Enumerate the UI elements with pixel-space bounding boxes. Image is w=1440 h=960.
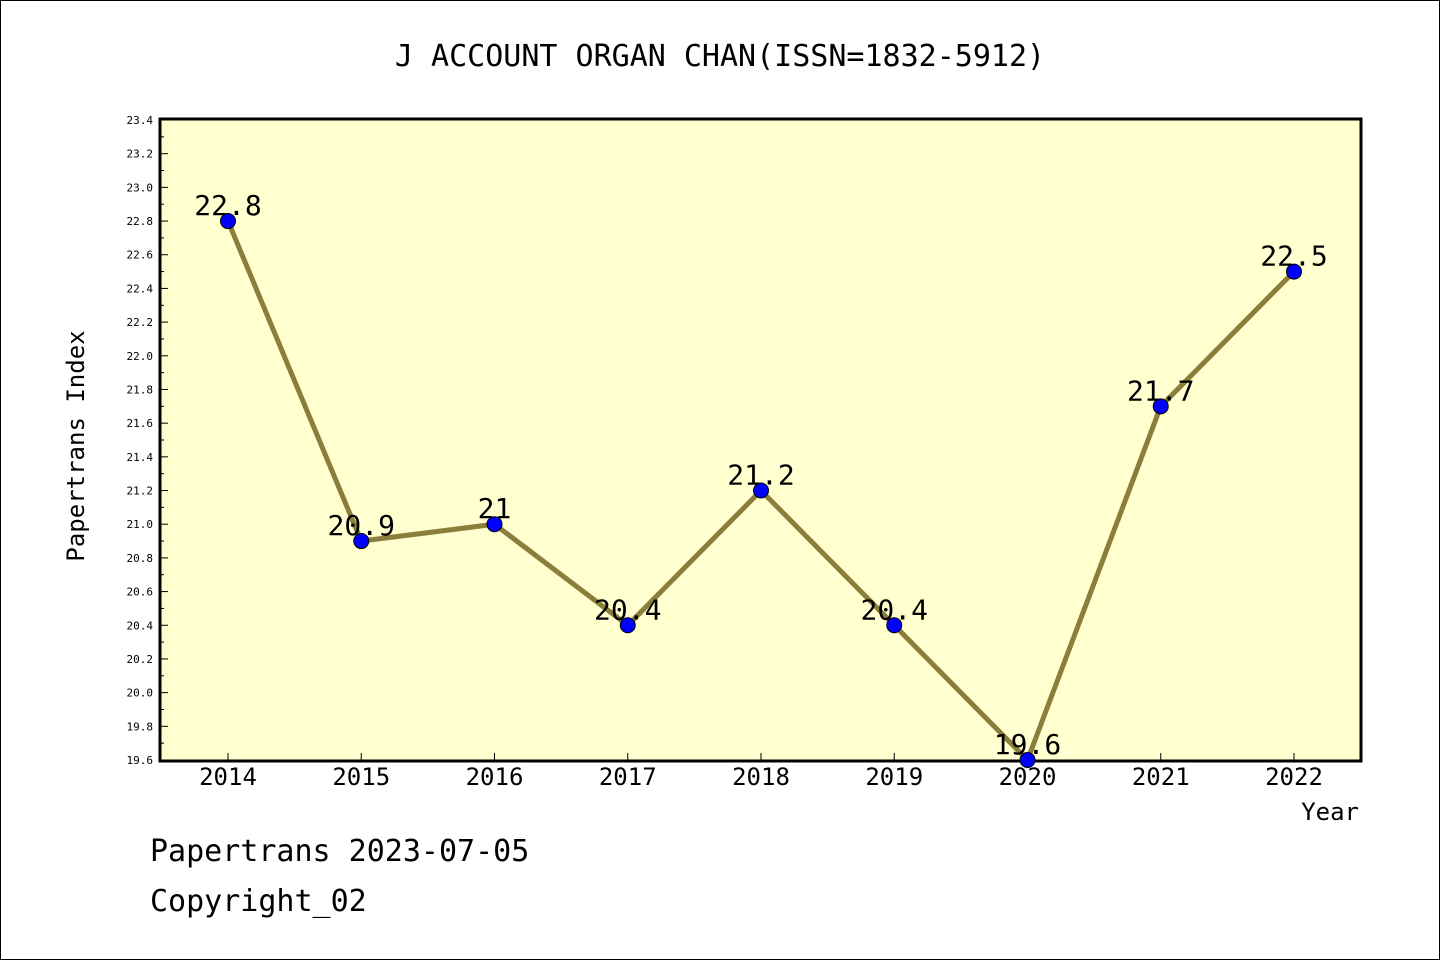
data-point [486, 516, 503, 533]
x-tick-label: 2015 [332, 763, 390, 791]
y-tick-label: 22.4 [127, 282, 154, 295]
data-label: 21.2 [727, 459, 794, 492]
x-tick-label: 2021 [1132, 763, 1190, 791]
data-label: 20.4 [594, 593, 661, 626]
x-tick-label: 2019 [865, 763, 923, 791]
y-tick-label: 20.4 [127, 619, 154, 632]
data-point [1286, 263, 1302, 280]
data-label-layer: 22.8 20.9 21 20.4 21.2 20.4 19.6 21.7 22.5 [194, 189, 1327, 761]
data-label: 19.6 [994, 728, 1061, 761]
y-axis: 19.6 19.8 20.0 20.2 20.4 20.6 20.8 21.0 21.2 21.4… [127, 114, 168, 767]
y-tick-label: 23.4 [127, 114, 154, 127]
data-point [353, 533, 370, 550]
y-tick-label: 20.0 [127, 687, 154, 700]
data-point [1152, 398, 1169, 415]
plot-area [158, 117, 1363, 763]
data-label: 22.8 [194, 189, 261, 222]
data-label: 22.5 [1260, 240, 1327, 273]
y-tick-label: 19.6 [127, 754, 154, 767]
y-tick-label: 20.8 [127, 552, 154, 565]
x-tick-label: 2022 [1265, 763, 1323, 791]
data-label: 20.9 [328, 509, 395, 542]
x-tick-label: 2018 [732, 763, 790, 791]
series-line-layer [220, 213, 1302, 768]
x-tick-label: 2016 [466, 763, 524, 791]
y-tick-label: 21.8 [127, 383, 154, 396]
data-label: 21 [478, 492, 512, 525]
data-label: 20.4 [861, 593, 928, 626]
y-tick-label: 23.0 [127, 181, 154, 194]
x-tick-label: 2014 [199, 763, 257, 791]
y-tick-label: 21.4 [127, 451, 154, 464]
data-label: 21.7 [1127, 374, 1194, 407]
y-tick-label: 23.2 [127, 148, 154, 161]
data-point [886, 617, 903, 634]
y-axis-title: Papertrans Index [62, 330, 90, 561]
y-tick-label: 21.6 [127, 417, 154, 430]
y-tick-label: 21.2 [127, 485, 154, 498]
x-axis-title: Year [1301, 798, 1359, 826]
x-tick-label: 2017 [599, 763, 657, 791]
y-tick-label: 22.6 [127, 249, 154, 262]
footer-copyright: Copyright_02 [150, 884, 367, 919]
y-tick-label: 19.8 [127, 720, 154, 733]
y-tick-label: 22.8 [127, 215, 154, 228]
y-tick-label: 22.0 [127, 350, 154, 363]
y-tick-label: 21.0 [127, 518, 154, 531]
data-point [619, 617, 636, 634]
y-tick-label: 22.2 [127, 316, 154, 329]
y-tick-label: 20.2 [127, 653, 154, 666]
data-point [753, 482, 769, 499]
y-tick-label: 20.6 [127, 586, 154, 599]
data-point [220, 213, 236, 230]
chart-title: J ACCOUNT ORGAN CHAN(ISSN=1832-5912) [395, 39, 1045, 74]
data-point [1019, 752, 1036, 768]
footer-date-line: Papertrans 2023-07-05 [150, 834, 530, 869]
